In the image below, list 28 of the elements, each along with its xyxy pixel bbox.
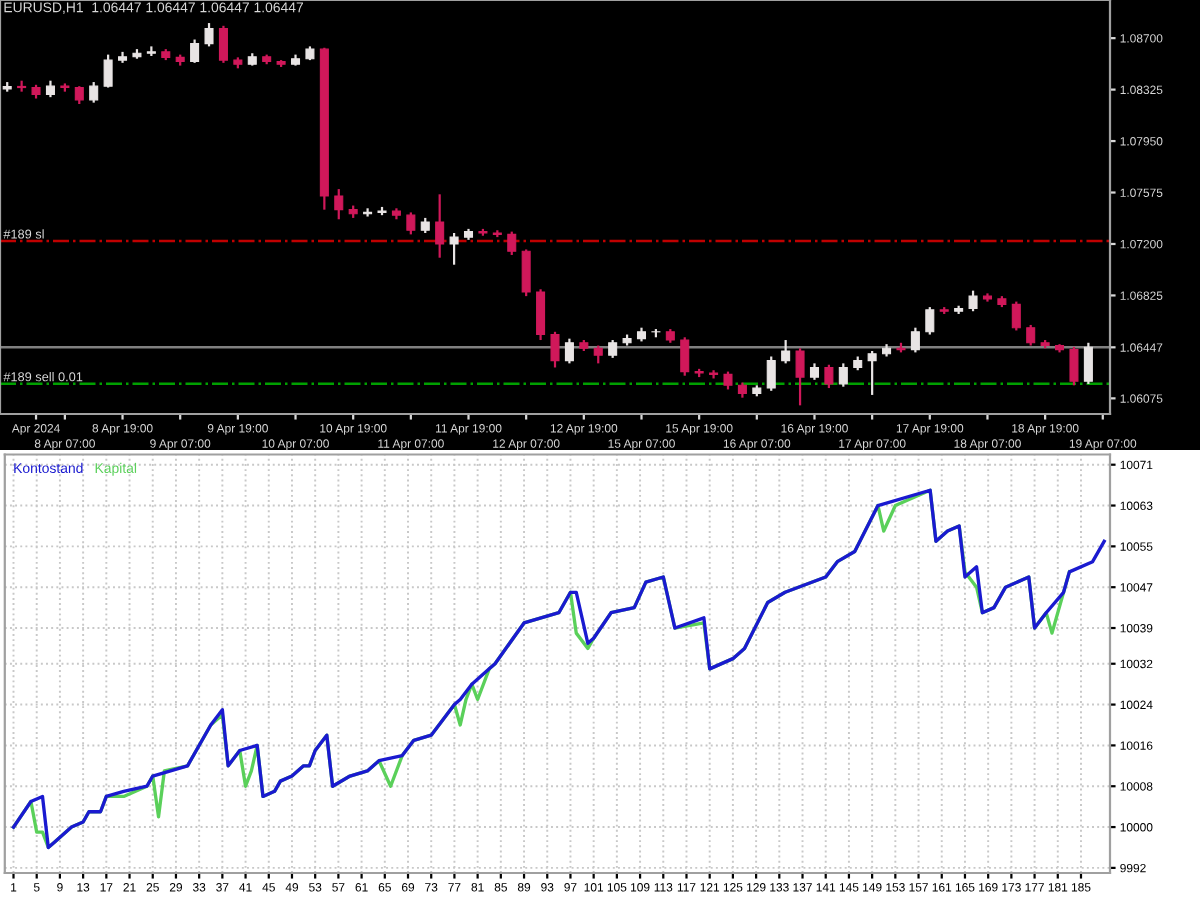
candlestick xyxy=(536,288,546,342)
candlestick xyxy=(204,21,214,48)
candlestick xyxy=(507,230,517,257)
candlestick xyxy=(910,326,920,354)
candlestick xyxy=(795,347,805,407)
candlestick xyxy=(435,193,445,259)
candlestick xyxy=(550,330,560,369)
candlestick xyxy=(1011,300,1021,332)
candlestick xyxy=(838,362,848,388)
candlestick xyxy=(190,38,200,64)
candlestick xyxy=(680,336,690,377)
candlestick xyxy=(925,305,935,336)
candlestick xyxy=(449,231,459,266)
candlestick xyxy=(218,24,228,64)
candlestick xyxy=(766,355,776,392)
candlestick xyxy=(867,349,877,397)
candlestick xyxy=(103,53,113,89)
candlestick xyxy=(1083,341,1093,386)
candlestick xyxy=(334,187,344,221)
candlestick xyxy=(521,248,531,298)
candlestick xyxy=(781,338,791,365)
candlestick xyxy=(1069,345,1079,387)
candlestick xyxy=(406,211,416,236)
candlestick xyxy=(968,289,978,313)
candlestick xyxy=(89,80,99,104)
candlestick xyxy=(564,337,574,365)
candlestick xyxy=(824,363,834,390)
candlestick xyxy=(1026,323,1036,347)
